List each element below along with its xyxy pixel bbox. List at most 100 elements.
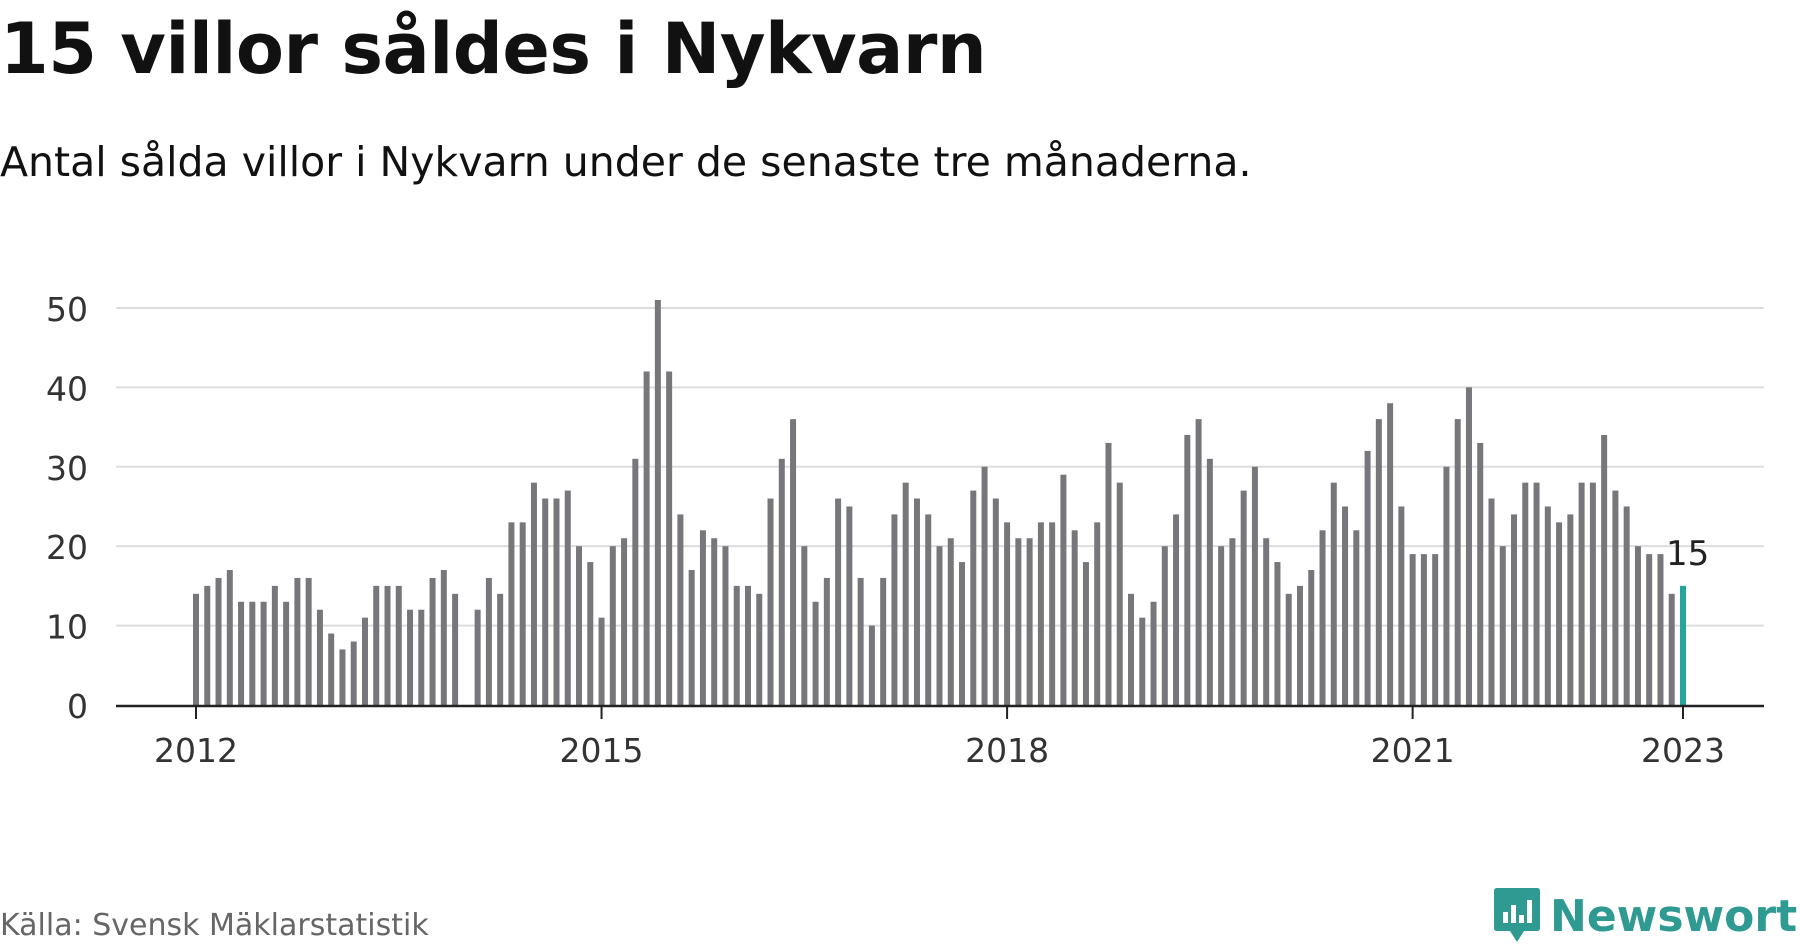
bar bbox=[519, 522, 526, 705]
bar bbox=[790, 419, 797, 705]
bar bbox=[1668, 593, 1675, 705]
bar bbox=[1544, 506, 1551, 705]
bar bbox=[576, 546, 583, 705]
bar bbox=[654, 300, 661, 705]
bar bbox=[1060, 474, 1067, 705]
bar bbox=[1522, 482, 1529, 705]
bar bbox=[587, 562, 594, 705]
bar bbox=[497, 593, 504, 705]
bar bbox=[294, 577, 301, 705]
bar bbox=[744, 585, 751, 705]
x-tick-label: 2021 bbox=[1371, 731, 1455, 770]
y-tick-label: 50 bbox=[46, 290, 88, 329]
bar bbox=[632, 458, 639, 705]
brand-name: Newsworthy bbox=[1550, 890, 1800, 942]
source-note: Källa: Svensk Mäklarstatistik bbox=[0, 908, 429, 943]
bar bbox=[1319, 530, 1326, 705]
bar bbox=[1285, 593, 1292, 705]
bar bbox=[508, 522, 515, 705]
bar bbox=[936, 546, 943, 705]
bar bbox=[1454, 419, 1461, 705]
bar bbox=[193, 593, 199, 705]
bar bbox=[812, 601, 819, 705]
y-tick-label: 30 bbox=[46, 449, 88, 488]
bar bbox=[328, 633, 335, 705]
bar bbox=[316, 609, 323, 705]
bar bbox=[1533, 482, 1540, 705]
bar bbox=[1409, 554, 1416, 705]
bar bbox=[1420, 554, 1427, 705]
bars bbox=[193, 300, 1686, 705]
bar bbox=[1015, 538, 1022, 705]
bar bbox=[711, 538, 718, 705]
bar bbox=[1511, 514, 1518, 705]
bar bbox=[609, 546, 616, 705]
bar bbox=[1567, 514, 1574, 705]
bar bbox=[688, 570, 695, 705]
bar bbox=[868, 625, 875, 705]
last-value-label: 15 bbox=[1666, 534, 1709, 574]
bar bbox=[1251, 466, 1258, 705]
bar bbox=[1623, 506, 1630, 705]
newsworthy-logo-icon bbox=[1494, 888, 1540, 942]
bar bbox=[925, 514, 932, 705]
bar bbox=[643, 371, 650, 705]
y-tick-label: 10 bbox=[46, 608, 88, 647]
bar bbox=[395, 585, 402, 705]
bar bbox=[407, 609, 414, 705]
x-tick-label: 2015 bbox=[560, 731, 644, 770]
bar bbox=[249, 601, 256, 705]
bar bbox=[1375, 419, 1382, 705]
bar bbox=[1499, 546, 1506, 705]
bar bbox=[440, 570, 447, 705]
bar bbox=[1296, 585, 1303, 705]
bar bbox=[452, 593, 459, 705]
bar bbox=[339, 649, 346, 705]
bar bbox=[1308, 570, 1315, 705]
bar bbox=[1116, 482, 1123, 705]
bar bbox=[1634, 546, 1641, 705]
bar bbox=[1150, 601, 1157, 705]
bar bbox=[1082, 562, 1089, 705]
bar bbox=[215, 577, 222, 705]
bar bbox=[305, 577, 312, 705]
bar bbox=[530, 482, 537, 705]
bar bbox=[992, 498, 999, 705]
brand-logo: Newsworthy bbox=[1494, 888, 1800, 944]
bar bbox=[699, 530, 706, 705]
bar bbox=[429, 577, 436, 705]
bar bbox=[1026, 538, 1033, 705]
bar bbox=[238, 601, 245, 705]
bar bbox=[1556, 522, 1563, 705]
bar bbox=[1601, 435, 1608, 705]
bar bbox=[835, 498, 842, 705]
bar bbox=[1195, 419, 1202, 705]
bar bbox=[778, 458, 785, 705]
bar bbox=[418, 609, 425, 705]
bar bbox=[1387, 403, 1394, 705]
bar bbox=[981, 466, 988, 705]
bar bbox=[1353, 530, 1360, 705]
bar bbox=[902, 482, 909, 705]
bar bbox=[1443, 466, 1450, 705]
x-tick-label: 2012 bbox=[154, 731, 238, 770]
bar bbox=[1218, 546, 1225, 705]
bar bbox=[677, 514, 684, 705]
bar bbox=[1646, 554, 1653, 705]
bar bbox=[1342, 506, 1349, 705]
bar bbox=[1330, 482, 1337, 705]
bar bbox=[1184, 435, 1191, 705]
bar bbox=[260, 601, 267, 705]
bar bbox=[1612, 490, 1619, 705]
bar bbox=[959, 562, 966, 705]
bar bbox=[1128, 593, 1135, 705]
bar bbox=[1240, 490, 1247, 705]
bar bbox=[801, 546, 808, 705]
bar bbox=[1477, 442, 1484, 705]
bar bbox=[542, 498, 549, 705]
bar bbox=[1206, 458, 1213, 705]
bar bbox=[598, 617, 605, 705]
bar bbox=[204, 585, 211, 705]
bar bbox=[970, 490, 977, 705]
